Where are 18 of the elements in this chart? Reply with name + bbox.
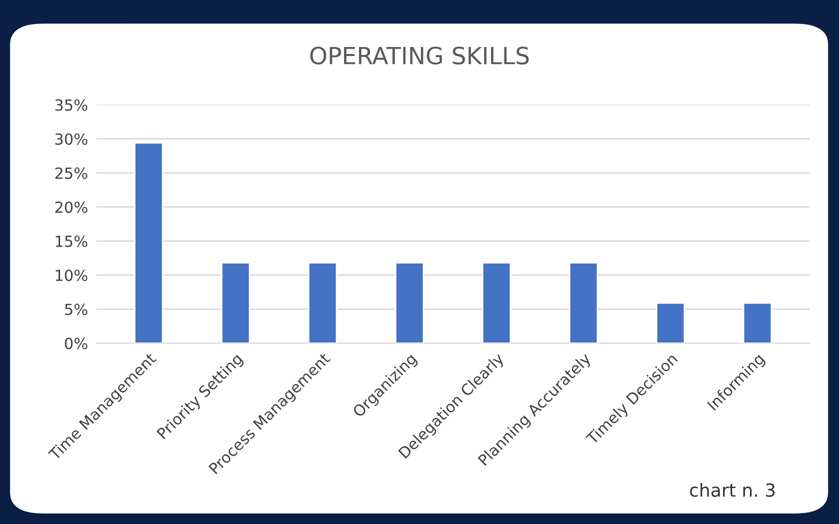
y-tick-label: 30%	[55, 133, 88, 145]
bar	[134, 142, 164, 344]
bar	[308, 262, 338, 344]
y-tick-label: 20%	[55, 201, 88, 213]
text: chart n. 3	[690, 482, 775, 497]
chart-title: OPERATING SKILLS	[310, 46, 529, 64]
bar	[482, 262, 512, 344]
y-tick-label: 0%	[64, 338, 88, 350]
y-tick-label: 35%	[55, 99, 88, 111]
y-tick-label: 25%	[55, 167, 88, 179]
bar	[656, 302, 686, 344]
bar	[568, 262, 598, 344]
y-tick-label: 5%	[65, 304, 88, 316]
bar	[742, 302, 772, 344]
y-tick-label: 15%	[56, 236, 88, 248]
bar	[394, 262, 424, 344]
bar	[221, 262, 250, 344]
y-tick-label: 10%	[56, 270, 88, 282]
